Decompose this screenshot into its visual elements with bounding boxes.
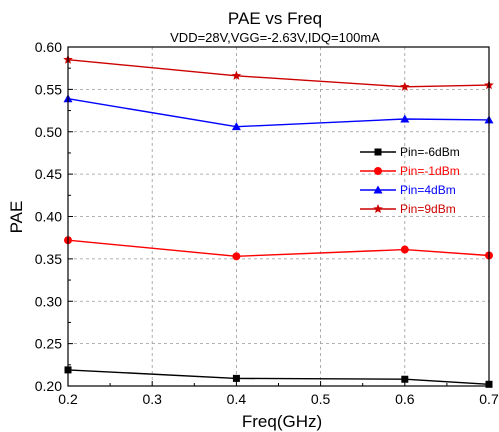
x-tick-label: 0.3 [142,391,162,407]
x-tick-label: 0.5 [311,391,331,407]
series-line [67,369,490,385]
y-tick-label: 0.35 [35,251,62,267]
x-tick-label: 0.6 [395,391,415,407]
x-tick-label: 0.7 [479,391,499,407]
data-point [400,245,409,254]
data-point [401,375,409,383]
y-tick-label: 0.60 [35,39,62,55]
legend: Pin=-6dBm Pin=-1dBm Pin=4dBm Pin=9dBm [360,145,460,216]
chart-subtitle: VDD=28V,VGG=-2.63V,IDQ=100mA [170,30,380,45]
legend-item: Pin=-6dBm [360,145,460,159]
legend-marker [373,204,383,214]
legend-item: Pin=4dBm [360,183,456,197]
chart-title: PAE vs Freq [228,9,322,28]
data-point [232,374,240,382]
series-2 [63,94,494,131]
y-tick-label: 0.50 [35,124,62,140]
y-tick-label: 0.25 [35,336,62,352]
legend-label: Pin=-1dBm [400,164,460,178]
series-1 [64,236,493,261]
legend-marker [373,185,383,194]
series-3 [63,54,494,91]
legend-label: Pin=-6dBm [400,145,460,159]
legend-marker [374,167,382,175]
y-tick-label: 0.20 [35,378,62,394]
y-tick-label: 0.55 [35,81,62,97]
x-axis-label: Freq(GHz) [242,412,322,431]
series-layer [63,54,494,388]
legend-label: Pin=4dBm [400,183,456,197]
data-point [232,252,241,261]
legend-marker [374,148,382,156]
data-point [400,81,410,91]
series-line [67,98,490,128]
y-tick-label: 0.30 [35,293,62,309]
data-point [231,70,242,80]
data-point [400,114,410,123]
y-axis-label: PAE [7,201,26,234]
legend-label: Pin=9dBm [400,202,456,216]
y-tick-label: 0.45 [35,166,62,182]
axis-ticks: 0.2 0.3 0.4 0.5 0.6 0.7 0.20 0.25 0.30 0.35 0.40 0.… [35,39,499,407]
y-tick-label: 0.40 [35,209,62,225]
legend-item: Pin=9dBm [360,202,456,216]
plot-frame [67,46,490,387]
x-tick-label: 0.4 [227,391,247,407]
x-tick-label: 0.2 [58,391,78,407]
grid [68,47,489,386]
legend-item: Pin=-1dBm [360,164,460,178]
series-line [67,239,490,258]
data-point [231,122,241,131]
series-line [67,59,490,88]
